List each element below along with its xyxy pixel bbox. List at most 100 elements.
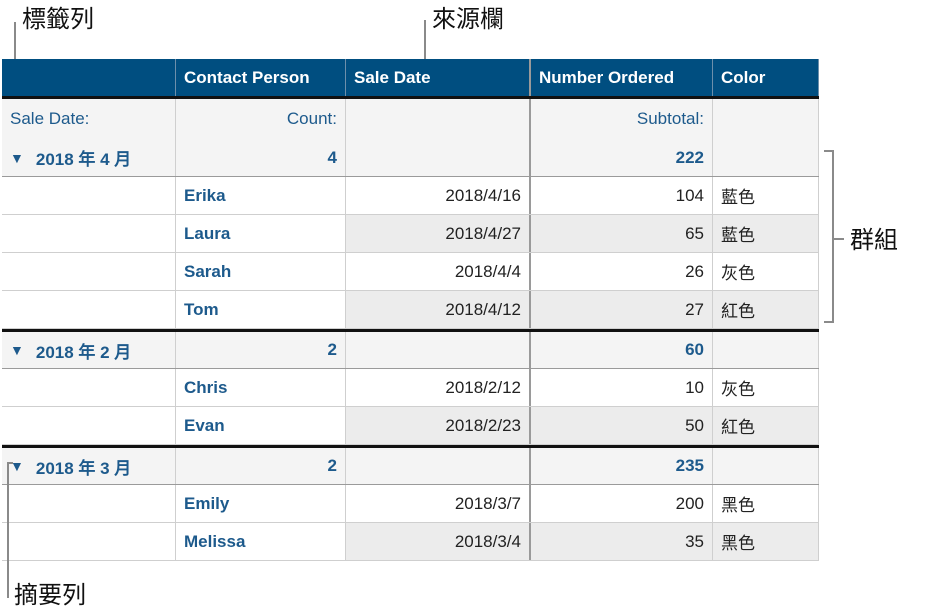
group-count: 4 bbox=[176, 139, 346, 176]
number-ordered[interactable]: 27 bbox=[531, 291, 713, 328]
contact-person-text: Erika bbox=[184, 185, 226, 205]
number-ordered[interactable]: 35 bbox=[531, 523, 713, 560]
sale-date-text: 2018/3/7 bbox=[454, 493, 521, 513]
header-number-ordered-text: Number Ordered bbox=[539, 67, 675, 87]
label-count-text: Count: bbox=[286, 109, 337, 128]
label-row: Sale Date: Count: Subtotal: bbox=[2, 99, 819, 139]
triangle-down-icon[interactable]: ▼ bbox=[10, 342, 24, 358]
group-count-text: 2 bbox=[327, 340, 337, 359]
sale-date-text: 2018/2/12 bbox=[445, 377, 521, 397]
number-ordered[interactable]: 65 bbox=[531, 215, 713, 252]
contact-person[interactable]: Evan bbox=[176, 407, 346, 444]
sale-date[interactable]: 2018/2/12 bbox=[346, 369, 531, 406]
number-ordered[interactable]: 200 bbox=[531, 485, 713, 522]
color[interactable]: 黑色 bbox=[713, 485, 819, 522]
summary-empty bbox=[346, 139, 531, 176]
group-subtotal-text: 222 bbox=[675, 147, 704, 167]
table-row: Emily 2018/3/7 200 黑色 bbox=[2, 485, 819, 523]
contact-person-text: Melissa bbox=[184, 531, 246, 551]
group-column-empty[interactable] bbox=[2, 215, 176, 252]
contact-person[interactable]: Melissa bbox=[176, 523, 346, 560]
color-text: 黑色 bbox=[721, 496, 755, 515]
header-group-column[interactable] bbox=[2, 59, 176, 96]
group-name-text: 2018 年 4 月 bbox=[35, 150, 132, 169]
group-count-text: 2 bbox=[327, 456, 337, 475]
sale-date[interactable]: 2018/4/16 bbox=[346, 177, 531, 214]
group-column-empty[interactable] bbox=[2, 523, 176, 560]
group-name[interactable]: ▼ 2018 年 4 月 bbox=[2, 139, 176, 176]
color-text: 灰色 bbox=[721, 380, 755, 399]
sale-date-text: 2018/3/4 bbox=[454, 531, 521, 551]
number-ordered[interactable]: 10 bbox=[531, 369, 713, 406]
sale-date[interactable]: 2018/4/4 bbox=[346, 253, 531, 290]
color-text: 藍色 bbox=[721, 226, 755, 245]
summary-row: ▼ 2018 年 2 月 2 60 bbox=[2, 332, 819, 369]
group-subtotal-text: 60 bbox=[685, 340, 704, 359]
group-count-text: 4 bbox=[327, 147, 337, 167]
contact-person-text: Laura bbox=[184, 223, 231, 243]
header-divider bbox=[2, 96, 819, 99]
header-sale-date[interactable]: Sale Date bbox=[346, 59, 531, 96]
triangle-down-icon[interactable]: ▼ bbox=[10, 149, 24, 166]
group-name[interactable]: ▼ 2018 年 2 月 bbox=[2, 332, 176, 368]
contact-person[interactable]: Emily bbox=[176, 485, 346, 522]
triangle-down-icon[interactable]: ▼ bbox=[10, 458, 24, 474]
contact-person[interactable]: Tom bbox=[176, 291, 346, 328]
contact-person[interactable]: Erika bbox=[176, 177, 346, 214]
sale-date-text: 2018/4/27 bbox=[445, 223, 521, 243]
sale-date[interactable]: 2018/3/7 bbox=[346, 485, 531, 522]
group-name[interactable]: ▼ 2018 年 3 月 bbox=[2, 448, 176, 484]
contact-person-text: Sarah bbox=[184, 261, 232, 281]
sale-date-text: 2018/4/4 bbox=[454, 261, 521, 281]
sale-date[interactable]: 2018/3/4 bbox=[346, 523, 531, 560]
color-text: 紅色 bbox=[721, 302, 755, 321]
sale-date[interactable]: 2018/4/27 bbox=[346, 215, 531, 252]
number-ordered-text: 10 bbox=[685, 377, 704, 397]
number-ordered-text: 50 bbox=[685, 415, 704, 435]
contact-person-text: Emily bbox=[184, 493, 230, 513]
table-row: Erika 2018/4/16 104 藍色 bbox=[2, 177, 819, 215]
number-ordered-text: 35 bbox=[685, 531, 704, 551]
contact-person-text: Evan bbox=[184, 415, 225, 435]
header-color[interactable]: Color bbox=[713, 59, 819, 96]
group-column-empty[interactable] bbox=[2, 177, 176, 214]
label-subtotal-text: Subtotal: bbox=[636, 109, 704, 128]
group-column-empty[interactable] bbox=[2, 369, 176, 406]
color[interactable]: 紅色 bbox=[713, 291, 819, 328]
summary-empty bbox=[713, 332, 819, 368]
number-ordered-text: 65 bbox=[685, 223, 704, 243]
color[interactable]: 藍色 bbox=[713, 215, 819, 252]
summary-row: ▼ 2018 年 3 月 2 235 bbox=[2, 448, 819, 485]
color[interactable]: 灰色 bbox=[713, 369, 819, 406]
callout-line bbox=[424, 20, 426, 59]
label-empty bbox=[713, 99, 819, 139]
color[interactable]: 紅色 bbox=[713, 407, 819, 444]
number-ordered[interactable]: 50 bbox=[531, 407, 713, 444]
contact-person[interactable]: Laura bbox=[176, 215, 346, 252]
group-column-empty[interactable] bbox=[2, 485, 176, 522]
callout-line bbox=[7, 462, 9, 598]
sale-date[interactable]: 2018/2/23 bbox=[346, 407, 531, 444]
header-color-text: Color bbox=[721, 67, 766, 87]
header-number-ordered[interactable]: Number Ordered bbox=[531, 59, 713, 96]
color[interactable]: 藍色 bbox=[713, 177, 819, 214]
group-column-empty[interactable] bbox=[2, 291, 176, 328]
group-bracket bbox=[824, 321, 834, 323]
summary-empty bbox=[713, 139, 819, 176]
group-column-empty[interactable] bbox=[2, 407, 176, 444]
table-row: Melissa 2018/3/4 35 黑色 bbox=[2, 523, 819, 561]
table-row: Sarah 2018/4/4 26 灰色 bbox=[2, 253, 819, 291]
contact-person[interactable]: Sarah bbox=[176, 253, 346, 290]
label-subtotal: Subtotal: bbox=[531, 99, 713, 139]
sale-date[interactable]: 2018/4/12 bbox=[346, 291, 531, 328]
group-column-empty[interactable] bbox=[2, 253, 176, 290]
number-ordered[interactable]: 104 bbox=[531, 177, 713, 214]
label-empty bbox=[346, 99, 531, 139]
color[interactable]: 黑色 bbox=[713, 523, 819, 560]
header-contact-person[interactable]: Contact Person bbox=[176, 59, 346, 96]
summary-row: ▼ 2018 年 4 月 4 222 bbox=[2, 139, 819, 177]
number-ordered[interactable]: 26 bbox=[531, 253, 713, 290]
color[interactable]: 灰色 bbox=[713, 253, 819, 290]
contact-person[interactable]: Chris bbox=[176, 369, 346, 406]
callout-line bbox=[7, 462, 13, 464]
